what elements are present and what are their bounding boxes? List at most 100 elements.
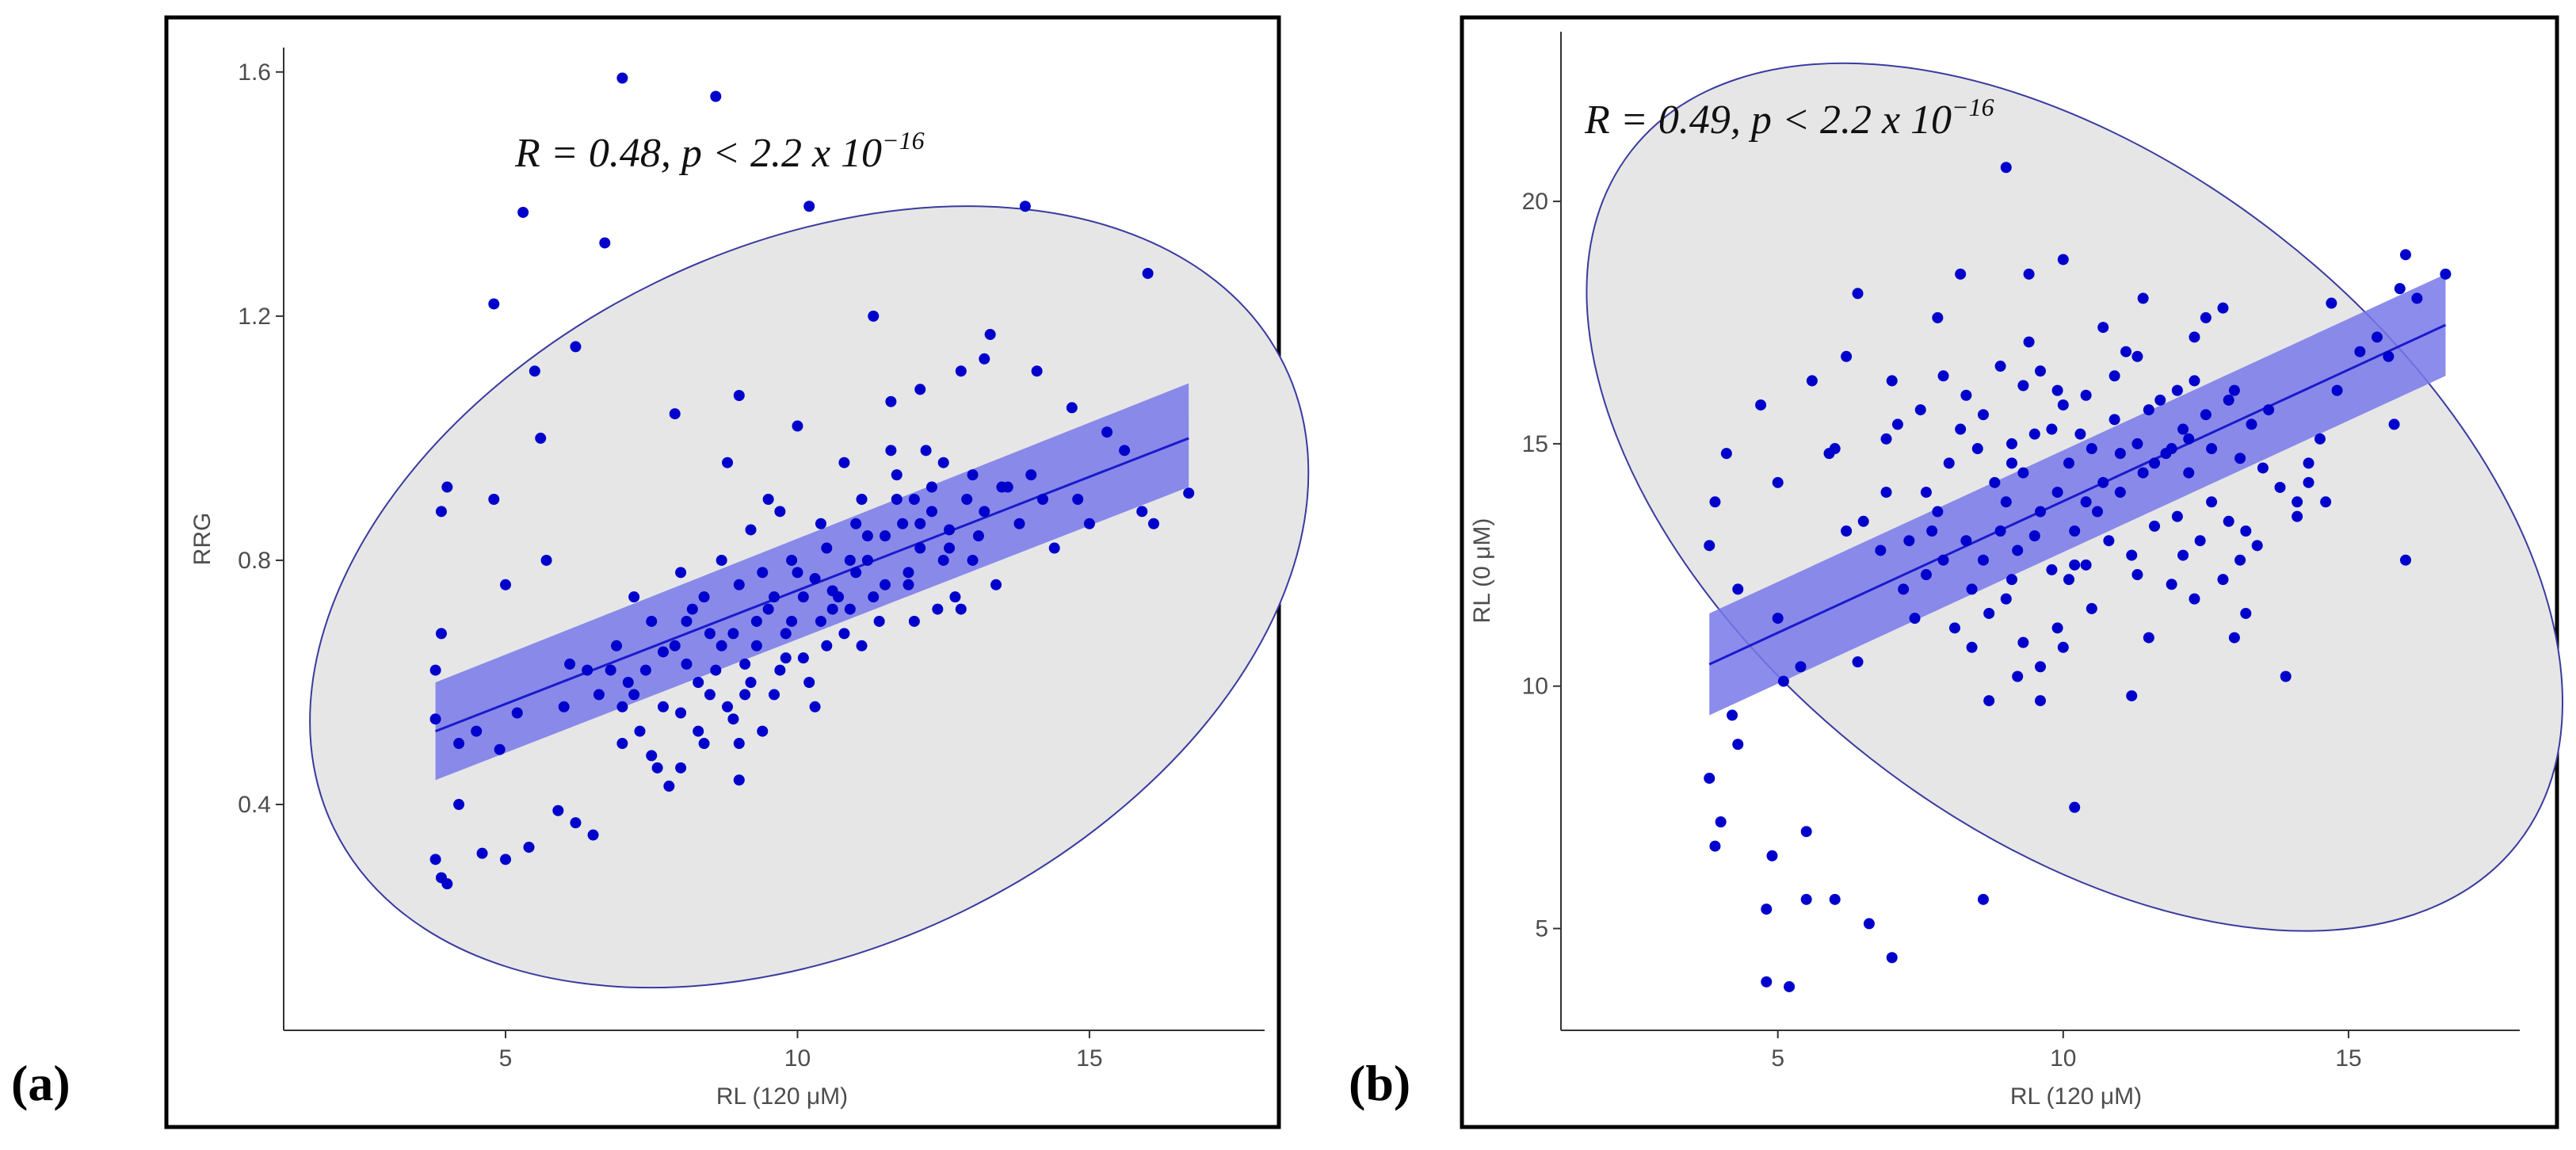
panel-a-exponent: −16 [882,126,925,155]
scatter-point [967,554,979,566]
scatter-point [2017,636,2029,648]
scatter-point [2120,346,2132,357]
scatter-point [2131,437,2143,449]
y-tick-label: 1.2 [238,304,271,330]
scatter-point [861,554,873,566]
scatter-point [1971,443,1983,455]
scatter-point [693,725,704,737]
panel-a-r-text: R = 0.48, p < 2.2 x 10 [514,131,882,176]
scatter-point [1709,496,1721,508]
scatter-point [1983,607,1995,619]
scatter-point [722,457,734,468]
scatter-point [1800,893,1812,905]
scatter-point [925,481,937,493]
x-tick-label: 5 [1771,1045,1784,1072]
scatter-point [582,664,593,676]
scatter-point [1072,493,1084,505]
scatter-point [1920,487,1932,499]
scatter-point [984,328,996,340]
scatter-point [2097,322,2109,334]
scatter-point [1019,201,1031,212]
scatter-point [955,603,967,615]
scatter-point [786,615,798,627]
scatter-point [2320,496,2332,508]
x-tick-label: 10 [2050,1045,2076,1072]
scatter-point [675,762,687,774]
scatter-point [1914,404,1926,416]
scatter-point [681,658,693,670]
scatter-point [2177,549,2189,561]
scatter-point [1852,288,1864,300]
x-tick-label: 15 [2335,1045,2361,1072]
scatter-point [1932,311,1944,323]
scatter-point [622,676,634,688]
scatter-point [2143,632,2154,644]
scatter-point [628,689,640,701]
scatter-point [2326,297,2337,309]
scatter-point [2057,399,2069,411]
scatter-point [599,237,611,249]
scatter-point [914,384,926,395]
scatter-point [1119,445,1131,457]
scatter-point [733,579,745,590]
scatter-point [2177,423,2189,435]
scatter-point [1732,583,1744,595]
panel-b-ylabel: RL (0 μM) [1469,518,1495,624]
scatter-point [2012,544,2024,556]
scatter-point [809,701,821,713]
panel-b-regression-line [1708,323,2446,666]
scatter-point [1852,656,1864,668]
scatter-point [2114,448,2126,460]
scatter-point [657,646,669,658]
scatter-point [646,750,658,762]
scatter-point [2109,370,2120,382]
scatter-point [1784,980,1796,992]
scatter-point [1948,622,1960,634]
scatter-point [698,591,710,603]
scatter-point [2035,695,2046,707]
scatter-point [435,506,447,518]
scatter-point [815,518,826,529]
scatter-point [2035,506,2046,518]
scatter-point [2063,457,2075,469]
scatter-point [704,689,716,701]
scatter-point [1863,918,1875,930]
scatter-point [908,615,920,627]
scatter-point [920,445,932,457]
scatter-point [2017,380,2029,392]
scatter-point [850,567,862,579]
scatter-point [990,579,1002,590]
scatter-point [646,615,658,627]
scatter-point [494,743,506,755]
scatter-point [2228,632,2240,644]
scatter-point [1766,850,1778,862]
scatter-point [2028,530,2040,542]
y-tick-label: 20 [1522,189,1548,215]
scatter-point [996,481,1008,493]
scatter-point [727,628,739,640]
scatter-point [826,603,838,615]
scatter-point [1955,423,1967,435]
scatter-point [762,603,774,615]
panel-b-r-text: R = 0.49, p < 2.2 x 10 [1584,97,1952,143]
scatter-point [2080,496,2092,508]
scatter-point [2240,607,2252,619]
scatter-point [2080,559,2092,571]
scatter-point [471,725,483,737]
scatter-point [745,676,757,688]
scatter-point [476,847,488,859]
scatter-point [786,554,798,566]
scatter-point [891,469,903,481]
scatter-point [2280,671,2292,682]
scatter-point [2005,437,2017,449]
scatter-point [2189,331,2200,343]
panel-a-label: (a) [11,1055,71,1111]
scatter-point [1966,583,1978,595]
scatter-point [663,780,675,792]
scatter-point [1066,402,1078,414]
scatter-point [716,640,727,651]
scatter-point [651,762,663,774]
scatter-point [1943,457,1955,469]
scatter-point [517,206,529,218]
scatter-point [2274,481,2286,493]
